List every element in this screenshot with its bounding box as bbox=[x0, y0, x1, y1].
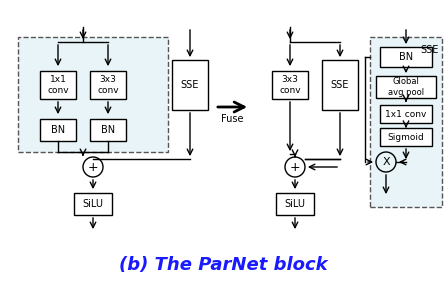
Text: BN: BN bbox=[399, 52, 413, 62]
FancyBboxPatch shape bbox=[40, 71, 76, 99]
Text: BN: BN bbox=[101, 125, 115, 135]
Text: 1x1 conv: 1x1 conv bbox=[385, 110, 427, 119]
Text: Global
avg pool: Global avg pool bbox=[388, 77, 424, 97]
Text: Sigmoid: Sigmoid bbox=[388, 133, 424, 142]
FancyBboxPatch shape bbox=[276, 193, 314, 215]
FancyBboxPatch shape bbox=[18, 37, 168, 152]
Text: SSE: SSE bbox=[181, 80, 199, 90]
Text: SSE: SSE bbox=[421, 45, 439, 55]
FancyBboxPatch shape bbox=[272, 71, 308, 99]
FancyBboxPatch shape bbox=[40, 119, 76, 141]
FancyBboxPatch shape bbox=[172, 60, 208, 110]
Text: Fuse: Fuse bbox=[221, 114, 244, 124]
Text: (b) The ParNet block: (b) The ParNet block bbox=[119, 256, 327, 274]
Text: +: + bbox=[88, 161, 98, 173]
FancyBboxPatch shape bbox=[380, 128, 432, 146]
FancyBboxPatch shape bbox=[380, 105, 432, 123]
Text: +: + bbox=[290, 161, 300, 173]
FancyBboxPatch shape bbox=[380, 47, 432, 67]
Text: SiLU: SiLU bbox=[83, 199, 104, 209]
Text: 3x3
conv: 3x3 conv bbox=[97, 75, 119, 95]
FancyBboxPatch shape bbox=[322, 60, 358, 110]
FancyBboxPatch shape bbox=[74, 193, 112, 215]
Text: X: X bbox=[382, 157, 390, 167]
Text: SSE: SSE bbox=[331, 80, 349, 90]
FancyBboxPatch shape bbox=[90, 119, 126, 141]
FancyBboxPatch shape bbox=[90, 71, 126, 99]
FancyBboxPatch shape bbox=[376, 76, 436, 98]
Text: 1x1
conv: 1x1 conv bbox=[47, 75, 69, 95]
Text: 3x3
conv: 3x3 conv bbox=[279, 75, 301, 95]
Text: SiLU: SiLU bbox=[284, 199, 305, 209]
FancyBboxPatch shape bbox=[370, 37, 442, 207]
Text: BN: BN bbox=[51, 125, 65, 135]
